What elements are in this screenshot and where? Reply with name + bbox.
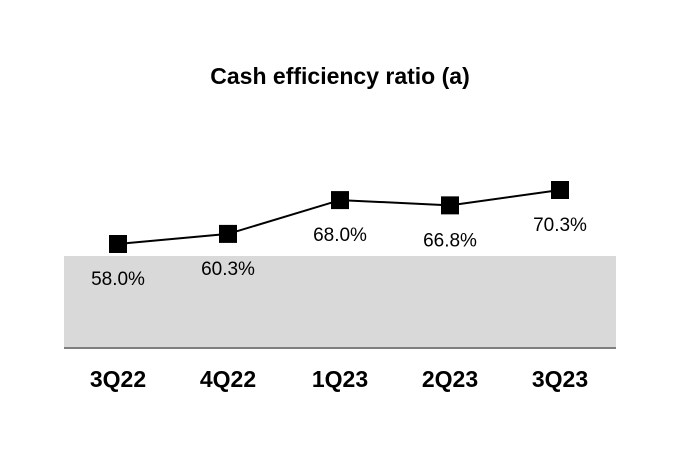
category-label-4q22: 4Q22 — [200, 366, 256, 392]
data-point-4q22 — [219, 224, 237, 243]
data-point-1q23 — [331, 191, 349, 210]
data-label-1q23: 68.0% — [313, 225, 367, 246]
data-label-3q22: 58.0% — [91, 269, 145, 290]
data-labels: 58.0% 60.3% 68.0% 66.8% 70.3% — [91, 215, 587, 290]
shaded-band — [64, 256, 616, 348]
data-point-3q22 — [109, 235, 127, 253]
chart-title: Cash efficiency ratio (a) — [210, 63, 469, 89]
data-label-2q23: 66.8% — [423, 230, 477, 251]
data-label-4q22: 60.3% — [201, 259, 255, 280]
category-label-3q23: 3Q23 — [532, 366, 588, 392]
series-line-group — [109, 181, 569, 253]
category-label-3q22: 3Q22 — [90, 366, 146, 392]
data-point-3q23 — [551, 181, 569, 199]
category-labels: 3Q22 4Q22 1Q23 2Q23 3Q23 — [90, 366, 588, 392]
category-label-1q23: 1Q23 — [312, 366, 368, 392]
data-label-3q23: 70.3% — [533, 215, 587, 236]
data-point-2q23 — [441, 196, 459, 215]
category-label-2q23: 2Q23 — [422, 366, 478, 392]
